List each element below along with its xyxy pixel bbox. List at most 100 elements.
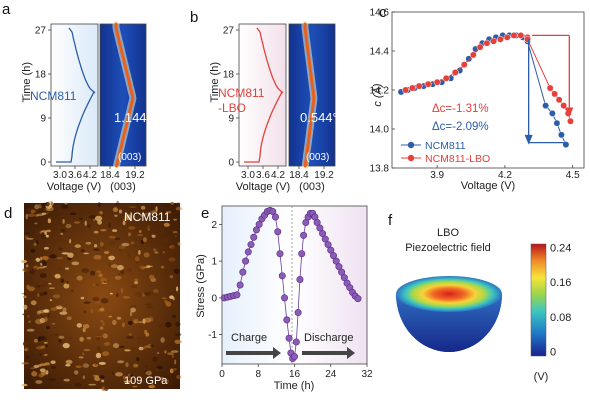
data-point <box>294 309 302 317</box>
ytick-label: 14.4 <box>370 47 390 58</box>
afm-grain <box>142 237 147 243</box>
afm-grain <box>83 252 89 255</box>
afm-grain <box>59 311 68 315</box>
afm-grain <box>93 218 96 222</box>
data-point <box>324 241 332 249</box>
afm-grain <box>94 301 101 304</box>
afm-grain <box>45 234 49 238</box>
afm-grain <box>128 206 137 208</box>
discharge-arrow-icon <box>302 347 355 359</box>
peak-label-b: (003) <box>306 152 329 163</box>
afm-grain <box>141 292 146 297</box>
data-point <box>469 51 477 59</box>
afm-grain <box>99 326 104 330</box>
data-point <box>424 80 432 88</box>
ylabel-e: Stress (GPa) <box>195 254 207 318</box>
afm-grain <box>165 321 172 328</box>
afm-grain <box>39 353 45 356</box>
xrd-peak-trace-a <box>114 22 135 168</box>
data-point <box>233 291 241 299</box>
afm-grain <box>162 251 165 254</box>
afm-grain <box>169 295 174 300</box>
afm-grain <box>120 288 124 294</box>
afm-grain <box>119 345 125 349</box>
afm-grain <box>122 220 126 226</box>
afm-grain <box>82 324 90 329</box>
afm-grain <box>99 255 102 260</box>
afm-grain <box>100 229 107 232</box>
afm-grain <box>39 317 46 324</box>
afm-grain <box>33 338 39 343</box>
data-point <box>316 224 324 232</box>
data-point <box>269 208 277 216</box>
afm-grain <box>93 244 98 248</box>
afm-grain <box>44 317 48 323</box>
afm-grain <box>134 281 139 285</box>
afm-grain <box>114 214 118 217</box>
afm-grain <box>44 362 50 365</box>
afm-grain <box>174 235 178 237</box>
ytick-label: 14.0 <box>370 125 390 136</box>
data-point <box>415 82 423 90</box>
panel-label-b: b <box>190 9 198 26</box>
afm-grain <box>97 220 102 225</box>
afm-grain <box>88 383 97 386</box>
afm-grain <box>58 335 65 339</box>
data-point <box>490 37 498 45</box>
afm-grain <box>170 350 179 353</box>
afm-grain <box>41 212 47 215</box>
afm-grain <box>140 205 146 210</box>
data-point <box>242 257 250 265</box>
xtick-label: 4.2 <box>271 170 285 181</box>
afm-grain <box>92 283 97 287</box>
ytick-label: 27 <box>35 26 47 37</box>
afm-grain <box>144 213 147 216</box>
panel-label-c: c <box>379 4 387 21</box>
afm-grain <box>78 356 84 359</box>
afm-grain <box>65 359 73 365</box>
afm-grain <box>90 308 94 314</box>
afm-grain <box>102 351 110 356</box>
afm-grain <box>172 314 176 318</box>
afm-grain <box>45 229 51 232</box>
afm-grain <box>160 337 165 343</box>
panel-e: e 0 8 16 24 32 -1 0 1 2 Stress (GPa) Time (h) Ch… <box>195 205 373 392</box>
ytick-label: 0 <box>228 158 234 169</box>
afm-grain <box>63 378 70 382</box>
series-c <box>397 31 574 149</box>
afm-grain <box>153 248 157 252</box>
afm-grain <box>116 366 120 370</box>
afm-grain <box>138 346 144 351</box>
afm-grain <box>130 307 136 313</box>
afm-grain <box>116 316 122 320</box>
afm-grain <box>94 375 101 382</box>
afm-grain <box>115 372 123 377</box>
data-point <box>255 220 263 228</box>
afm-grain <box>93 248 100 251</box>
afm-grain <box>54 333 58 336</box>
afm-grain <box>174 339 182 344</box>
afm-grain <box>76 275 83 281</box>
xtick-label: 18.4 <box>289 170 309 181</box>
afm-grain <box>116 293 119 297</box>
data-point <box>321 235 329 243</box>
afm-grain <box>34 204 40 210</box>
afm-grain <box>42 238 47 243</box>
peak-label-a: (003) <box>118 152 141 163</box>
afm-grain <box>144 329 148 335</box>
afm-grain <box>29 367 36 370</box>
xlabel-voltage-a: Voltage (V) <box>47 181 101 193</box>
afm-grain <box>81 268 90 273</box>
panel-label-d: d <box>4 205 12 222</box>
afm-grain <box>112 343 120 349</box>
afm-grain <box>43 246 49 250</box>
afm-grain <box>173 218 178 221</box>
data-point <box>517 31 525 39</box>
xtick-label: 8 <box>255 369 261 380</box>
xtick-label: 4.2 <box>498 170 512 181</box>
afm-grain <box>101 282 108 284</box>
afm-grain <box>172 230 178 234</box>
afm-grain <box>176 375 182 379</box>
afm-grain <box>98 375 105 379</box>
